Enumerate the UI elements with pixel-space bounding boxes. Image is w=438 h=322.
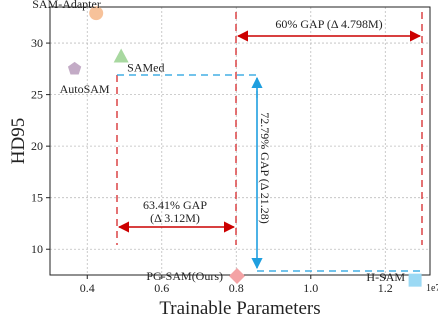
x-axis-label: Trainable Parameters (159, 298, 320, 319)
y-tick-label: 20 (31, 139, 43, 153)
x-exponent-label: 1e7 (426, 283, 438, 294)
lower-gap-label-line2: (Δ 3.12M) (150, 211, 200, 225)
plot-frame (49, 6, 431, 276)
annotation-red-group (116, 12, 423, 245)
grid (50, 7, 430, 275)
lower-gap-label-line1: 63.41% GAP (143, 198, 207, 212)
y-axis-label: HD95 (8, 118, 29, 164)
point-samed (113, 48, 129, 63)
point-label-sam-adapter: SAM-Adapter (32, 0, 101, 11)
x-tick-label: 1.0 (303, 281, 318, 295)
point-h-sam (408, 273, 422, 287)
x-tick-label: 0.4 (80, 281, 95, 295)
top-gap-label: 60% GAP (Δ 4.798M) (275, 17, 382, 31)
y-tick-label: 25 (31, 88, 43, 102)
point-label-samed: SAMed (127, 60, 164, 74)
data-points: SAM-Adapter SAMed AutoSAM PG-SAM(Ours) H-SAM (32, 0, 422, 287)
point-autosam (67, 61, 82, 75)
x-tick-label: 0.8 (229, 281, 244, 295)
x-tick-label: 0.6 (154, 281, 169, 295)
y-tick-label: 10 (31, 242, 43, 256)
vertical-gap-label: 72.79% GAP (Δ 21.28) (258, 112, 272, 224)
axis-ticks: 0.4 0.6 0.8 1.0 1.2 10 15 20 25 30 (31, 36, 393, 295)
x-tick-label: 1.2 (378, 281, 393, 295)
point-label-h-sam: H-SAM (366, 270, 405, 284)
point-label-pg-sam-ours: PG-SAM(Ours) (146, 269, 223, 283)
point-sam-adapter (89, 6, 104, 21)
point-label-autosam: AutoSAM (60, 82, 110, 96)
annotation-blue-group (117, 74, 420, 272)
point-pg-sam-ours (229, 268, 246, 285)
y-tick-label: 30 (31, 36, 43, 50)
y-tick-label: 15 (31, 191, 43, 205)
